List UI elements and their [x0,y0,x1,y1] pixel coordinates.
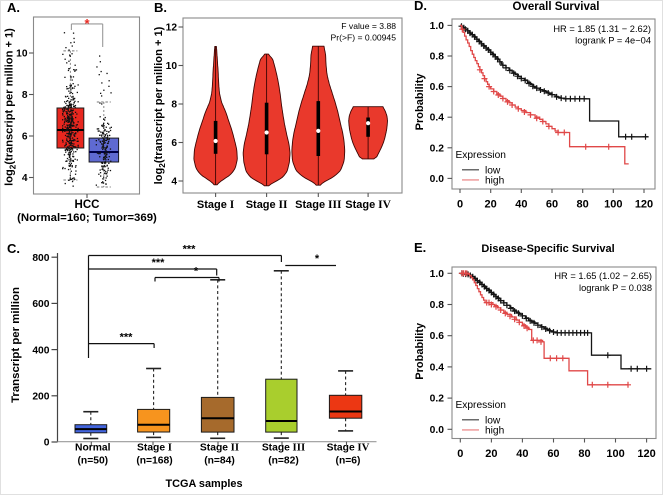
svg-text:HR = 1.65 (1.02 − 2.65): HR = 1.65 (1.02 − 2.65) [554,271,652,281]
svg-text:Overall Survival: Overall Survival [513,1,600,13]
svg-text:logrank P = 0.038: logrank P = 0.038 [579,283,652,293]
svg-text:Probability: Probability [414,322,426,380]
svg-text:Stage IV: Stage IV [327,442,370,454]
svg-text:80: 80 [577,199,589,211]
svg-text:low: low [485,415,501,426]
svg-text:40: 40 [516,448,528,460]
svg-text:Stage II: Stage II [246,199,288,211]
svg-text:Stage II: Stage II [200,442,239,454]
svg-text:log2(transcript per million +: log2(transcript per million + 1) [153,26,167,184]
svg-text:800: 800 [32,253,49,264]
svg-text:0.2: 0.2 [430,394,445,405]
svg-text:HCC: HCC [75,199,100,211]
svg-text:0.4: 0.4 [430,362,445,373]
svg-text:high: high [485,176,504,187]
svg-text:10: 10 [16,49,28,60]
svg-text:12: 12 [166,23,178,34]
svg-text:4: 4 [22,173,28,184]
svg-text:0.8: 0.8 [430,52,445,63]
svg-text:0: 0 [457,199,463,211]
svg-text:120: 120 [637,448,655,460]
svg-text:0.6: 0.6 [430,82,445,93]
svg-text:Stage I: Stage I [137,442,172,454]
svg-text:400: 400 [32,345,49,356]
svg-text:low: low [485,165,501,176]
svg-text:10: 10 [166,61,178,72]
svg-text:0.0: 0.0 [430,425,445,436]
svg-text:6: 6 [171,138,177,149]
svg-text:(Normal=160; Tumor=369): (Normal=160; Tumor=369) [17,212,157,224]
svg-text:0: 0 [457,448,463,460]
svg-text:Stage I: Stage I [197,199,235,211]
svg-text:Normal: Normal [75,443,111,454]
svg-text:Stage III: Stage III [295,199,342,211]
svg-text:***: *** [152,257,166,269]
svg-text:log2(transcript per million +: log2(transcript per million + 1) [4,28,18,186]
svg-text:A.: A. [7,0,20,15]
svg-text:HR = 1.85 (1.31 − 2.62): HR = 1.85 (1.31 − 2.62) [553,24,651,34]
svg-text:1.0: 1.0 [430,21,445,32]
svg-text:600: 600 [32,299,49,310]
svg-text:6: 6 [22,132,28,143]
svg-text:***: *** [120,332,134,344]
svg-text:Transcript per million: Transcript per million [10,287,22,403]
svg-text:D.: D. [414,0,427,13]
svg-text:0: 0 [44,438,50,449]
svg-text:1.0: 1.0 [430,269,445,280]
svg-text:(n=168): (n=168) [136,455,172,466]
svg-text:0.6: 0.6 [430,331,445,342]
svg-text:Pr(>F) = 0.00945: Pr(>F) = 0.00945 [331,33,397,43]
svg-text:F value = 3.88: F value = 3.88 [341,21,396,31]
svg-text:0.8: 0.8 [430,300,445,311]
svg-text:E.: E. [414,240,426,255]
svg-text:60: 60 [547,448,559,460]
svg-text:Expression: Expression [456,150,506,161]
svg-text:0.4: 0.4 [430,113,445,124]
svg-text:80: 80 [578,448,590,460]
svg-text:TCGA samples: TCGA samples [165,478,242,490]
svg-text:200: 200 [32,392,49,403]
svg-text:C.: C. [7,241,20,256]
svg-text:100: 100 [606,448,624,460]
svg-text:*: * [315,253,320,265]
svg-text:Probability: Probability [414,73,426,131]
svg-text:20: 20 [485,199,497,211]
svg-text:4: 4 [171,177,177,188]
svg-text:8: 8 [171,100,177,111]
svg-text:*: * [194,266,199,278]
svg-text:Disease-Specific Survival: Disease-Specific Survival [481,243,614,255]
svg-text:(n=50): (n=50) [77,455,108,466]
svg-text:B.: B. [154,0,167,15]
svg-text:0.2: 0.2 [430,143,445,154]
svg-text:8: 8 [22,90,28,101]
svg-text:***: *** [183,244,197,256]
svg-text:120: 120 [635,199,653,211]
svg-text:high: high [485,426,504,437]
svg-text:(n=84): (n=84) [204,455,235,466]
svg-text:40: 40 [515,199,527,211]
svg-text:20: 20 [485,448,497,460]
svg-text:(n=6): (n=6) [336,455,361,466]
svg-text:*: * [84,16,90,31]
svg-text:Expression: Expression [456,400,506,411]
svg-text:logrank P = 4e−04: logrank P = 4e−04 [575,36,651,46]
svg-text:60: 60 [546,199,558,211]
svg-text:(n=82): (n=82) [268,455,299,466]
svg-text:100: 100 [604,199,622,211]
svg-text:Stage III: Stage III [262,442,305,454]
svg-text:0.0: 0.0 [430,174,445,185]
svg-text:Stage IV: Stage IV [345,199,391,211]
